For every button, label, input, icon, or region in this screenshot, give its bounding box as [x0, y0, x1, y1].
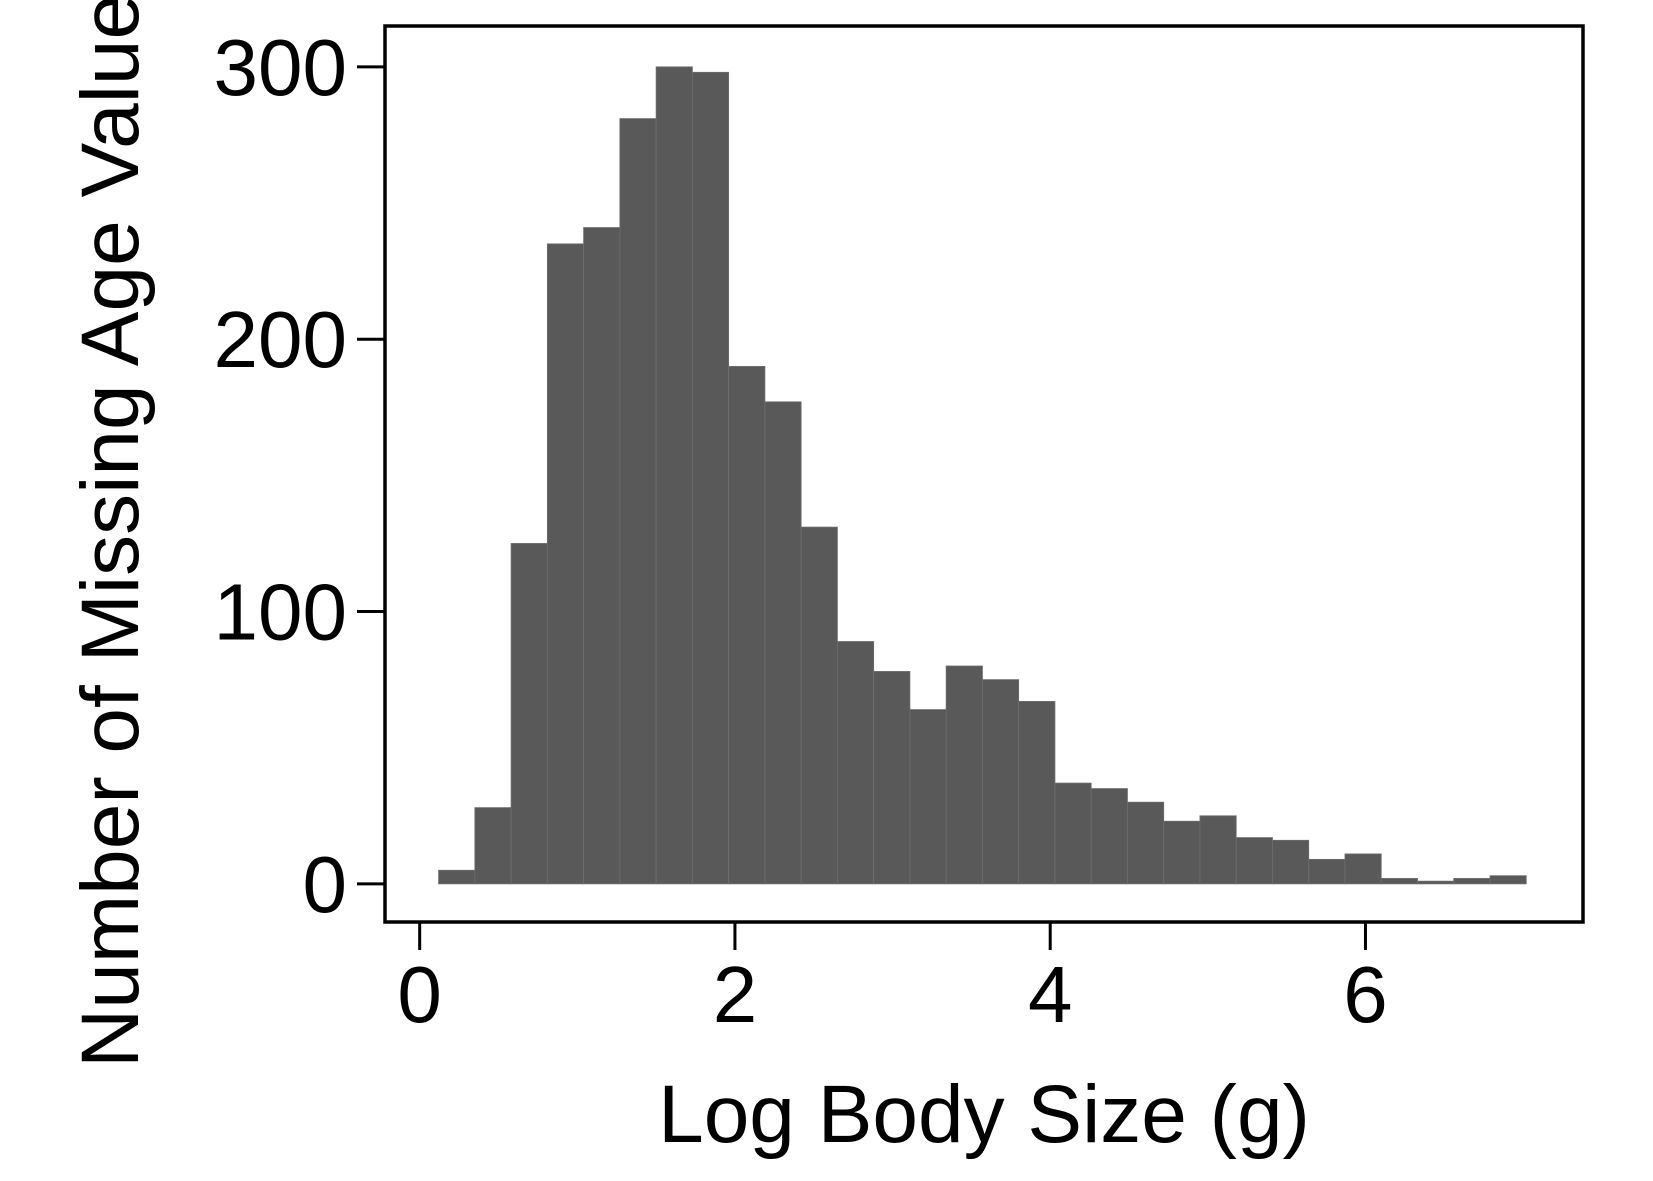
histogram-bar: [1417, 880, 1455, 885]
histogram-bar: [1018, 701, 1056, 885]
histogram-bar: [474, 807, 512, 885]
histogram-bar: [1308, 858, 1346, 885]
histogram-bars: [438, 66, 1527, 885]
histogram-bar: [1235, 837, 1273, 885]
plot-frame: [383, 24, 1585, 924]
histogram-bar: [583, 227, 621, 885]
histogram-bar: [1199, 815, 1237, 885]
x-axis: 0 2 4 6: [397, 922, 1388, 1039]
histogram-bar: [1127, 801, 1165, 885]
histogram-bar: [1054, 782, 1092, 885]
histogram-bar: [1090, 788, 1128, 885]
histogram-bar: [691, 71, 730, 885]
histogram-bar: [945, 665, 983, 885]
histogram-bar: [873, 671, 911, 885]
x-tick-label: 0: [397, 950, 442, 1039]
histogram-bar: [438, 869, 476, 885]
histogram-bar: [764, 401, 802, 885]
histogram-bar: [837, 641, 875, 885]
histogram-bar: [1163, 820, 1201, 885]
histogram-bar: [909, 709, 947, 885]
x-tick-label: 6: [1343, 950, 1388, 1039]
histogram-bar: [655, 66, 693, 885]
x-tick-label: 4: [1028, 950, 1073, 1039]
histogram-bar: [728, 366, 766, 885]
histogram-bar: [510, 543, 548, 885]
histogram-bar: [546, 243, 585, 885]
y-tick-label: 300: [214, 23, 347, 112]
histogram-bar: [1489, 875, 1527, 885]
y-tick-label: 0: [303, 840, 348, 929]
x-tick-label: 2: [713, 950, 758, 1039]
histogram-bar: [1272, 839, 1310, 885]
y-axis-title: Number of Missing Age Values: [65, 0, 156, 1068]
histogram-bar: [1380, 878, 1418, 885]
y-axis: 0 100 200 300: [214, 23, 385, 929]
histogram-bar: [1453, 878, 1491, 885]
y-tick-label: 100: [214, 568, 347, 657]
x-axis-title: Log Body Size (g): [658, 1069, 1310, 1160]
histogram-bar: [982, 679, 1020, 885]
histogram-bar: [619, 118, 657, 885]
histogram-bar: [800, 526, 838, 885]
histogram-bar: [1344, 853, 1382, 885]
y-tick-label: 200: [214, 295, 347, 384]
